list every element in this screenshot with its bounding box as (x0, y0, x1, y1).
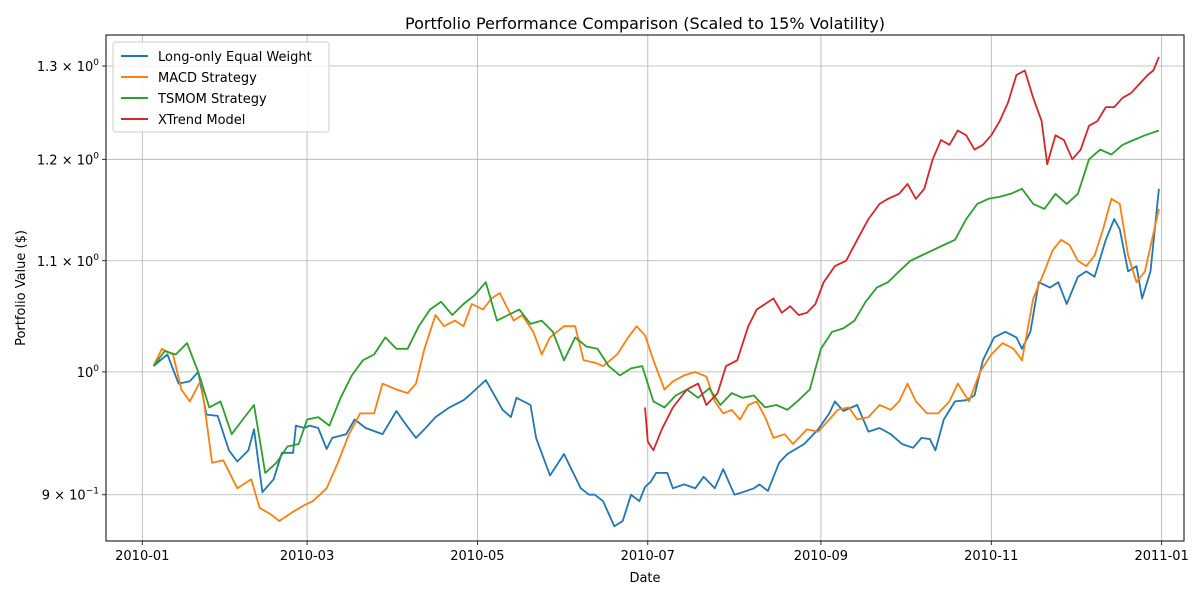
series-line-1 (152, 197, 1160, 522)
legend-label: Long-only Equal Weight (158, 50, 312, 65)
series-line-3 (644, 56, 1160, 452)
x-tick-label: 2010-09 (794, 549, 848, 564)
y-tick-label: 1.2 × 100 (37, 151, 99, 168)
x-tick-label: 2010-03 (280, 549, 334, 564)
x-axis-label: Date (629, 571, 660, 586)
x-axis-ticks: 2010-01 2010-03 2010-05 2010-07 2010-09 2010-… (115, 541, 1189, 564)
series-line-2 (152, 129, 1160, 474)
series-lines (152, 56, 1160, 528)
x-tick-label: 2010-05 (450, 549, 504, 564)
axes-frame (105, 34, 1185, 542)
y-axis-label: Portfolio Value ($) (14, 230, 29, 346)
x-tick-label: 2010-11 (964, 549, 1018, 564)
x-tick-label: 2011-01 (1134, 549, 1188, 564)
legend-label: XTrend Model (158, 113, 245, 128)
y-tick-label: 1.1 × 100 (37, 253, 99, 270)
legend: Long-only Equal Weight MACD Strategy TSMOM… (112, 41, 330, 133)
legend-label: MACD Strategy (158, 71, 257, 86)
y-tick-label: 1.3 × 100 (37, 58, 99, 75)
x-tick-label: 2010-07 (621, 549, 675, 564)
series-line-0 (152, 188, 1160, 528)
legend-box (112, 41, 330, 133)
x-tick-label: 2010-01 (115, 549, 169, 564)
grid-lines (106, 35, 1184, 541)
chart-title: Portfolio Performance Comparison (Scaled… (405, 14, 885, 33)
legend-label: TSMOM Strategy (157, 92, 267, 107)
y-tick-label: 9 × 10−1 (42, 487, 99, 504)
